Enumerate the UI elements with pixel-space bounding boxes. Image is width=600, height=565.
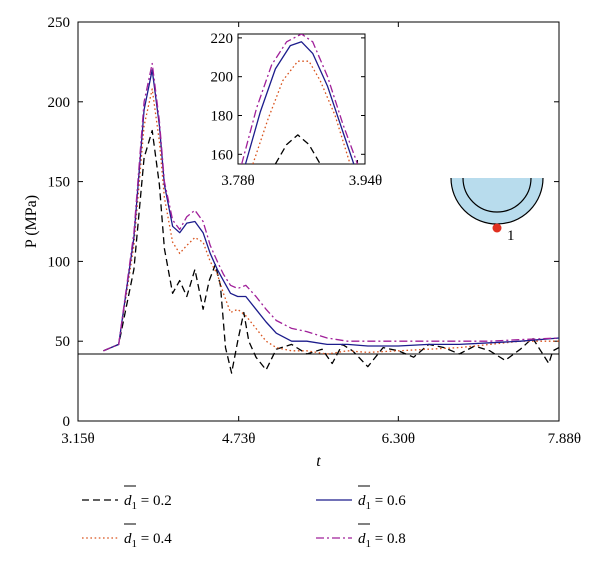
measurement-point bbox=[492, 223, 502, 233]
legend-label-3: d1 = 0.8 bbox=[358, 531, 406, 550]
legend-label-1: d1 = 0.4 bbox=[124, 531, 172, 550]
x-tick-label: 4.73θ bbox=[222, 431, 255, 447]
series-line-0 bbox=[103, 129, 560, 374]
legend-sub: 1 bbox=[366, 538, 372, 550]
y-tick-label: 50 bbox=[55, 334, 70, 350]
diagram-inner-arc bbox=[462, 177, 532, 213]
inset-x-tick-label: 3.94θ bbox=[349, 173, 382, 189]
inset-y-tick-label: 180 bbox=[211, 108, 234, 124]
legend: d1 = 0.2d1 = 0.4d1 = 0.6d1 = 0.8 bbox=[82, 485, 406, 550]
inset-series-line-2 bbox=[244, 41, 355, 164]
measurement-point-label: 1 bbox=[507, 228, 515, 244]
inset-y-tick-label: 220 bbox=[211, 31, 234, 47]
legend-value: = 0.8 bbox=[371, 531, 406, 547]
cross-section-diagram: 1 bbox=[450, 177, 544, 244]
legend-var: d bbox=[124, 493, 132, 509]
y-tick-label: 150 bbox=[48, 175, 71, 191]
legend-sub: 1 bbox=[132, 500, 138, 512]
inset-y-tick-label: 160 bbox=[211, 147, 234, 163]
y-axis-label: P (MPa) bbox=[23, 195, 40, 248]
inset-frame bbox=[237, 33, 366, 165]
legend-value: = 0.6 bbox=[371, 493, 406, 509]
legend-label-0: d1 = 0.2 bbox=[124, 493, 172, 512]
series-line-1 bbox=[103, 88, 559, 355]
inset-x-tick-label: 3.78θ bbox=[221, 173, 254, 189]
inset-y-tick-label: 200 bbox=[211, 70, 234, 86]
x-tick-label: 3.15θ bbox=[61, 431, 94, 447]
legend-sub: 1 bbox=[132, 538, 138, 550]
x-tick-label: 6.30θ bbox=[382, 431, 415, 447]
legend-value: = 0.4 bbox=[137, 531, 172, 547]
legend-sub: 1 bbox=[366, 500, 372, 512]
inset-series-line-0 bbox=[274, 134, 321, 164]
inset-plot: 160 180 200 220 3.78θ 3.94θ bbox=[211, 31, 383, 189]
x-tick-label: 7.88θ bbox=[548, 431, 581, 447]
y-tick-label: 0 bbox=[63, 414, 71, 430]
legend-value: = 0.2 bbox=[137, 493, 172, 509]
main-plot: 0 50 100 150 200 250 3.15θ 4.73θ 6.30θ 7.88θ t P (M… bbox=[23, 15, 581, 470]
legend-var: d bbox=[358, 531, 366, 547]
legend-label-2: d1 = 0.6 bbox=[358, 493, 406, 512]
legend-var: d bbox=[124, 531, 132, 547]
y-tick-label: 100 bbox=[48, 254, 71, 270]
series-line-3 bbox=[103, 62, 560, 352]
y-tick-label: 200 bbox=[48, 95, 71, 111]
y-tick-label: 250 bbox=[48, 15, 71, 31]
x-axis-label: t bbox=[316, 453, 321, 470]
inset-series-line-1 bbox=[252, 60, 351, 164]
legend-var: d bbox=[358, 493, 366, 509]
diagram-fill bbox=[451, 178, 543, 224]
inset-series-group bbox=[241, 34, 359, 164]
plot-frame bbox=[77, 21, 560, 422]
